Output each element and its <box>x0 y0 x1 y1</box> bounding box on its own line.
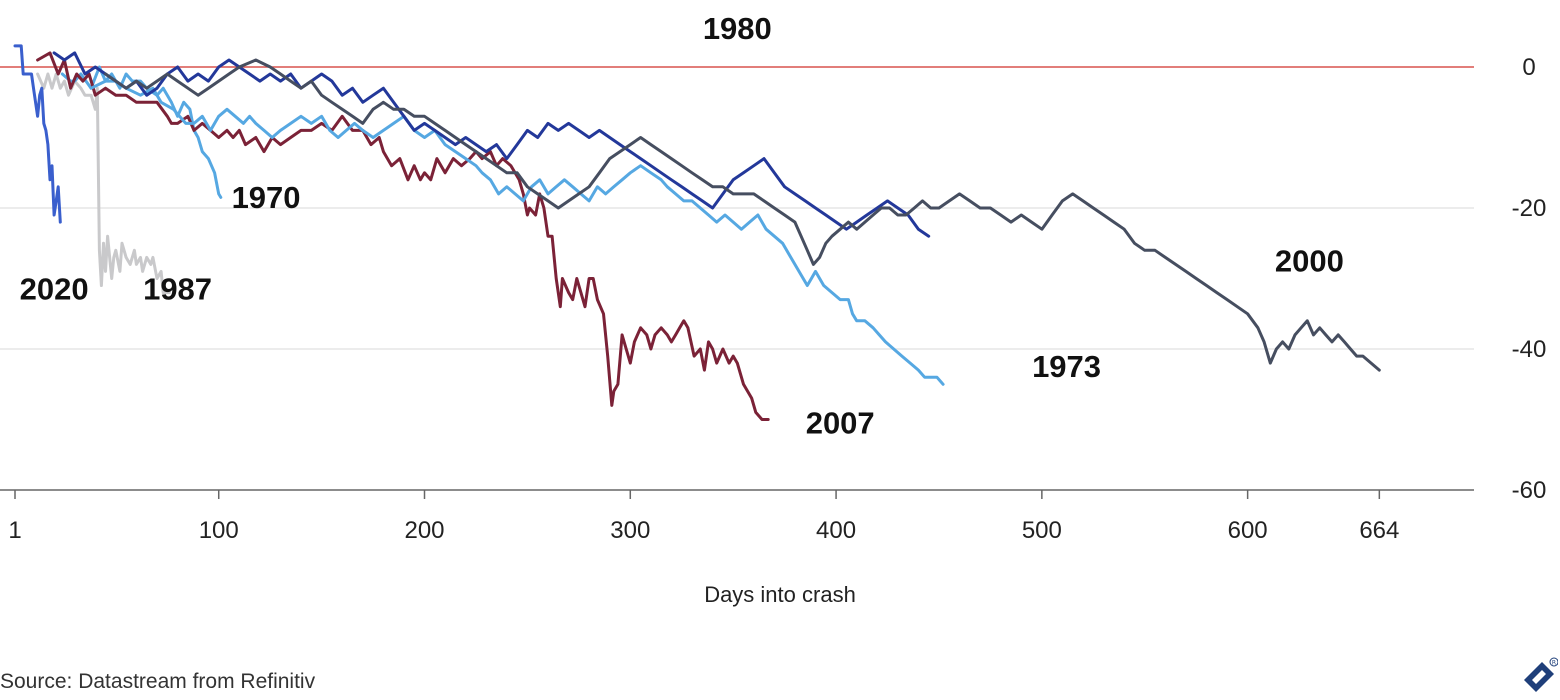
series-label-1973: 1973 <box>1032 349 1101 384</box>
grid-lines <box>0 207 1474 350</box>
series-line-1987 <box>36 72 171 295</box>
series-label-2007: 2007 <box>806 406 875 441</box>
series-label-2020: 2020 <box>20 272 89 307</box>
series-label-1980: 1980 <box>703 11 772 46</box>
series-line-2000 <box>104 58 1381 372</box>
series-labels: 1987 2020 1970 2007 1973 1980 2000 <box>20 11 1344 441</box>
x-tick-label: 1 <box>8 517 21 544</box>
series-lines <box>13 44 1381 421</box>
series-label-1970: 1970 <box>232 180 301 215</box>
series-line-1973 <box>89 79 945 386</box>
x-tick-label: 664 <box>1359 517 1399 544</box>
series-label-1987: 1987 <box>143 272 212 307</box>
x-axis-title: Days into crash <box>704 582 856 607</box>
svg-text:R: R <box>1552 660 1556 667</box>
y-tick-label: -20 <box>1512 195 1547 222</box>
x-tick-label: 200 <box>404 517 444 544</box>
series-label-2000: 2000 <box>1275 243 1344 278</box>
x-tick-label: 400 <box>816 517 856 544</box>
y-tick-label: -40 <box>1512 336 1547 363</box>
x-axis: 1 100 200 300 400 500 600 664 <box>0 489 1474 544</box>
x-tick-label: 600 <box>1228 517 1268 544</box>
x-tick-label: 300 <box>610 517 650 544</box>
brand-logo-icon: R <box>1524 657 1558 692</box>
y-axis: 0 -20 -40 -60 <box>1512 54 1547 504</box>
x-tick-label: 100 <box>199 517 239 544</box>
series-line-1980 <box>52 51 931 238</box>
series-line-2007 <box>36 51 770 421</box>
source-note: Source: Datastream from Refinitiv <box>0 670 316 693</box>
y-tick-label: -60 <box>1512 477 1547 504</box>
y-tick-label: 0 <box>1522 54 1535 81</box>
series-line-2020 <box>13 44 62 224</box>
x-tick-label: 500 <box>1022 517 1062 544</box>
